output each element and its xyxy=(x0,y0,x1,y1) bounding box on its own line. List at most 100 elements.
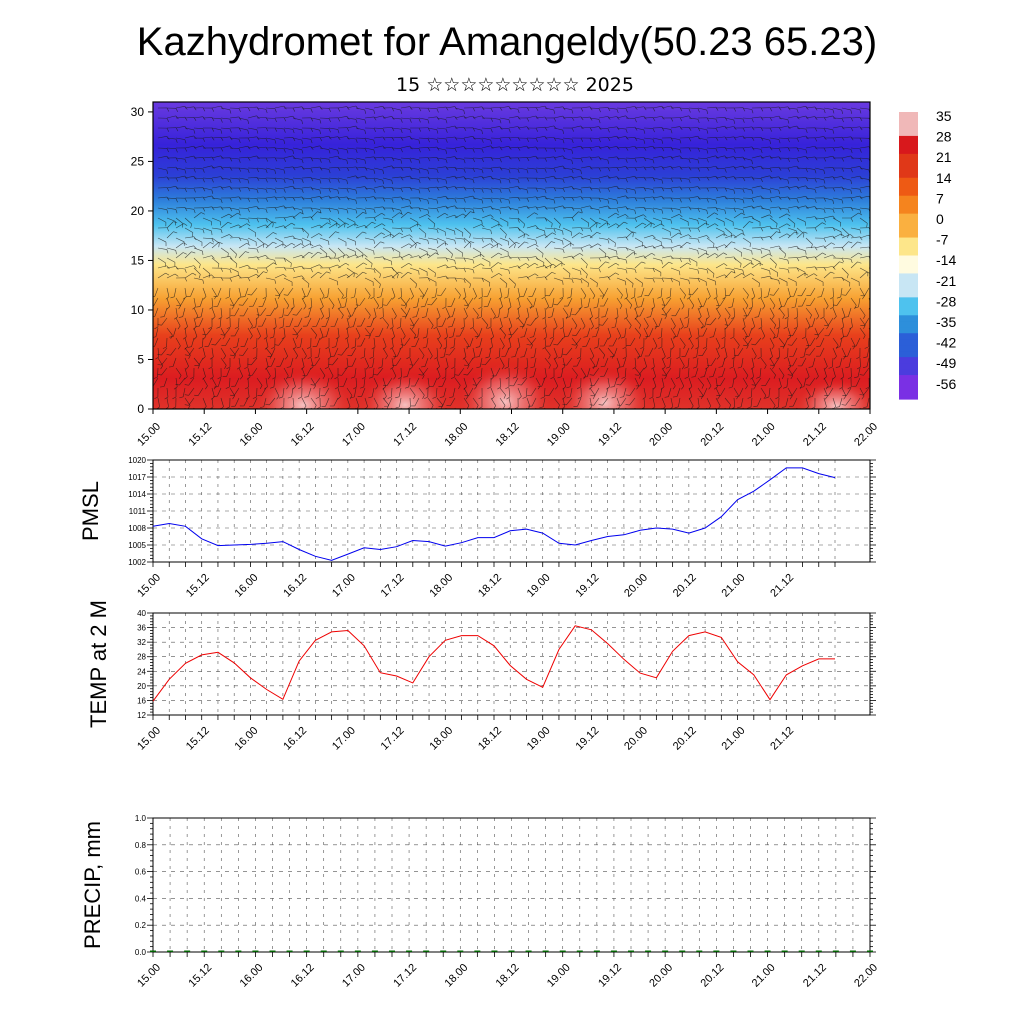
wind-barb-flag xyxy=(868,146,870,149)
wind-barb xyxy=(364,257,373,264)
wind-barb xyxy=(472,247,481,253)
wind-barb-flag xyxy=(378,415,380,419)
wind-barb xyxy=(607,126,617,129)
wind-barb xyxy=(328,136,338,139)
wind-barb xyxy=(787,205,797,209)
hotspot xyxy=(796,380,870,409)
wind-barb-flag xyxy=(534,262,539,266)
wind-barb-flag xyxy=(211,136,215,141)
wind-barb xyxy=(274,273,284,279)
wind-barb xyxy=(589,267,599,269)
wind-barb-flag xyxy=(337,129,340,134)
wind-barb xyxy=(643,166,653,169)
wind-barb-flag xyxy=(319,166,323,171)
wind-barb-flag xyxy=(494,316,499,319)
wind-barb xyxy=(292,166,302,169)
wind-barb xyxy=(416,297,420,307)
wind-barb-flag xyxy=(209,306,214,310)
wind-barb-flag xyxy=(265,198,269,202)
wind-barb-flag xyxy=(373,209,376,214)
wind-barb-flag xyxy=(364,176,368,180)
wind-barb xyxy=(382,257,392,262)
wind-barb xyxy=(472,287,477,297)
x-tick-label: 16.00 xyxy=(238,421,266,449)
wind-barb xyxy=(481,237,491,240)
wind-barb-flag xyxy=(697,269,700,274)
wind-barb xyxy=(404,297,411,306)
wind-barb xyxy=(220,327,226,337)
wind-barb-flag xyxy=(346,209,349,214)
wind-barb xyxy=(292,265,302,269)
wind-barb xyxy=(715,167,725,170)
wind-barb-flag xyxy=(668,261,673,264)
wind-barb xyxy=(247,217,258,219)
wind-barb xyxy=(337,327,340,337)
wind-barb xyxy=(499,127,509,130)
wind-barb-flag xyxy=(454,417,457,420)
wind-barb-flag xyxy=(878,149,879,153)
wind-barb-flag xyxy=(742,269,745,274)
wind-barb xyxy=(400,186,410,189)
wind-barb xyxy=(846,327,852,337)
wind-barb-flag xyxy=(796,108,799,113)
wind-barb-flag xyxy=(397,296,402,300)
wind-barb xyxy=(598,256,608,259)
wind-barb-flag xyxy=(418,127,422,132)
wind-barb-flag xyxy=(211,156,215,161)
wind-barb-flag xyxy=(436,229,439,234)
wind-barb-flag xyxy=(642,222,647,226)
wind-barb-flag xyxy=(679,258,682,263)
wind-barb-flag xyxy=(878,168,880,172)
wind-barb xyxy=(553,115,563,119)
wind-barb-flag xyxy=(786,223,791,227)
wind-barb-flag xyxy=(410,296,414,300)
wind-barb-flag xyxy=(652,245,656,249)
wind-barb xyxy=(413,317,420,326)
wind-barb-flag xyxy=(373,149,376,154)
wind-barb xyxy=(625,137,636,139)
wind-barb-flag xyxy=(526,169,529,174)
wind-barb-flag xyxy=(535,206,539,211)
wind-barb xyxy=(391,136,401,139)
wind-barb-flag xyxy=(247,130,249,135)
wind-barb-flag xyxy=(435,252,440,255)
wind-barb-flag xyxy=(214,416,218,417)
wind-barb xyxy=(719,297,726,306)
wind-barb xyxy=(310,224,320,229)
wind-barb xyxy=(778,186,788,189)
wind-barb xyxy=(823,242,832,249)
wind-barb-flag xyxy=(418,270,420,275)
wind-barb xyxy=(400,136,410,139)
wind-barb xyxy=(616,221,624,229)
wind-barb xyxy=(236,337,240,347)
wind-barb xyxy=(571,116,581,119)
wind-barb xyxy=(193,297,196,307)
wind-barb xyxy=(607,223,617,229)
wind-barb xyxy=(180,297,186,306)
wind-barb xyxy=(625,277,634,284)
wind-barb-flag xyxy=(202,116,206,121)
wind-barb xyxy=(337,147,347,150)
wind-barb xyxy=(787,177,797,179)
wind-barb xyxy=(184,135,194,139)
wind-barb xyxy=(382,165,392,169)
wind-barb xyxy=(427,227,437,230)
wind-barb-flag xyxy=(202,229,205,234)
wind-barb xyxy=(382,317,389,326)
wind-barb-flag xyxy=(679,139,682,144)
wind-barb xyxy=(634,237,643,243)
wind-barb xyxy=(229,275,239,279)
wind-barb xyxy=(211,186,221,189)
wind-barb-flag xyxy=(320,336,324,340)
wind-barb xyxy=(643,157,653,160)
wind-barb xyxy=(380,287,384,297)
wind-barb-flag xyxy=(579,253,584,256)
wind-barb xyxy=(325,317,330,327)
wind-barb xyxy=(265,107,275,110)
wind-barb-flag xyxy=(427,119,430,124)
wind-barb xyxy=(400,327,406,337)
wind-barb xyxy=(382,233,392,239)
wind-barb xyxy=(535,116,545,119)
wind-barb-flag xyxy=(454,214,458,219)
wind-barb-flag xyxy=(670,278,673,283)
